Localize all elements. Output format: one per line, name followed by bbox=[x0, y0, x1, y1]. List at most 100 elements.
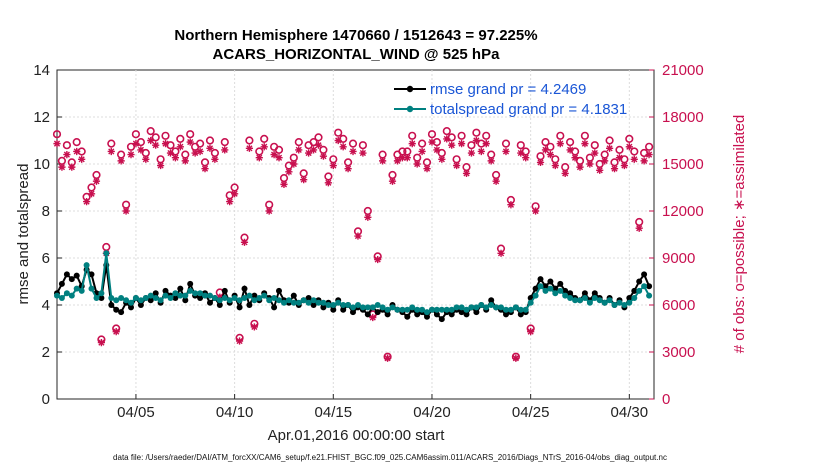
assimilated-point bbox=[196, 147, 204, 156]
rmse-point bbox=[221, 287, 228, 294]
possible-point bbox=[348, 139, 358, 148]
assimilated-point bbox=[630, 155, 638, 163]
totalspread-point bbox=[567, 295, 574, 301]
y-tick-label: 2 bbox=[42, 344, 50, 361]
totalspread-point bbox=[167, 295, 174, 301]
assimilated-point bbox=[551, 161, 559, 170]
rmse-point bbox=[591, 290, 598, 297]
possible-point bbox=[186, 130, 195, 139]
possible-point bbox=[176, 134, 185, 143]
assimilated-point bbox=[388, 177, 397, 185]
assimilated-point bbox=[68, 163, 76, 171]
rmse-point bbox=[517, 311, 524, 318]
y-tick-label: 4 bbox=[42, 297, 50, 314]
assimilated-point bbox=[137, 146, 145, 154]
assimilated-point bbox=[635, 224, 643, 232]
totalspread-point bbox=[379, 304, 386, 311]
assimilated-point bbox=[354, 232, 362, 240]
rmse-point bbox=[562, 287, 569, 294]
assimilated-point bbox=[295, 146, 303, 154]
totalspread-point bbox=[419, 306, 426, 313]
x-tick-label: 04/20 bbox=[413, 404, 451, 421]
rmse-point bbox=[113, 306, 120, 313]
totalspread-point bbox=[404, 306, 411, 313]
assimilated-point bbox=[305, 149, 313, 157]
rmse-point bbox=[384, 311, 391, 318]
totalspread-point bbox=[305, 299, 312, 306]
totalspread-point bbox=[596, 297, 603, 304]
assimilated-point bbox=[63, 151, 71, 159]
totalspread-point bbox=[581, 295, 588, 301]
totalspread-point bbox=[631, 295, 638, 301]
assimilated-point bbox=[497, 249, 505, 257]
totalspread-point bbox=[251, 297, 258, 304]
assimilated-point bbox=[344, 165, 352, 173]
possible-point bbox=[161, 131, 170, 140]
rmse-point bbox=[152, 290, 159, 297]
totalspread-point bbox=[586, 299, 593, 306]
y-tick-label: 12 bbox=[33, 109, 50, 126]
chart-subtitle: ACARS_HORIZONTAL_WIND @ 525 hPa bbox=[213, 46, 501, 63]
totalspread-point bbox=[310, 297, 317, 304]
assimilated-point bbox=[339, 143, 347, 151]
totalspread-point bbox=[409, 304, 416, 311]
assimilated-point bbox=[418, 147, 426, 156]
possible-point bbox=[556, 131, 565, 140]
totalspread-point bbox=[345, 302, 352, 308]
rmse-point bbox=[567, 290, 574, 297]
totalspread-point bbox=[152, 295, 159, 301]
totalspread-point bbox=[414, 306, 421, 313]
assimilated-point bbox=[161, 140, 170, 148]
y2-tick-label: 18000 bbox=[662, 109, 704, 126]
totalspread-point bbox=[503, 306, 509, 313]
series-assimilated bbox=[53, 135, 653, 362]
totalspread-point bbox=[537, 283, 544, 290]
totalspread-point bbox=[394, 306, 401, 313]
totalspread-point bbox=[562, 292, 569, 299]
assimilated-point bbox=[285, 168, 293, 176]
totalspread-point bbox=[192, 290, 199, 297]
rmse-point bbox=[646, 283, 653, 290]
totalspread-point bbox=[572, 297, 579, 304]
assimilated-point bbox=[527, 328, 535, 336]
rmse-point bbox=[340, 306, 347, 313]
possible-point bbox=[516, 141, 525, 150]
rmse-point bbox=[207, 299, 213, 306]
totalspread-point bbox=[221, 295, 228, 301]
totalspread-point bbox=[182, 292, 189, 299]
rmse-point bbox=[458, 309, 465, 316]
rmse-point bbox=[137, 302, 144, 308]
rmse-point bbox=[330, 306, 337, 313]
totalspread-point bbox=[73, 285, 80, 292]
totalspread-point bbox=[68, 292, 75, 299]
rmse-point bbox=[177, 285, 184, 292]
rmse-point bbox=[364, 311, 371, 318]
totalspread-point bbox=[616, 299, 623, 306]
assimilated-point bbox=[605, 144, 614, 152]
assimilated-point bbox=[413, 160, 421, 168]
assimilated-point bbox=[487, 157, 495, 165]
rmse-point bbox=[350, 309, 356, 316]
totalspread-point bbox=[320, 299, 327, 306]
totalspread-point bbox=[281, 299, 287, 306]
assimilated-point bbox=[97, 339, 106, 347]
chart-title: Northern Hemisphere 1470660 / 1512643 = … bbox=[174, 27, 537, 44]
assimilated-point bbox=[507, 201, 515, 209]
assimilated-point bbox=[58, 163, 66, 171]
assimilated-point bbox=[157, 161, 165, 170]
totalspread-point bbox=[577, 297, 583, 304]
totalspread-point bbox=[463, 306, 470, 313]
assimilated-point bbox=[176, 143, 184, 151]
totalspread-point bbox=[261, 292, 268, 299]
assimilated-point bbox=[319, 152, 328, 160]
totalspread-point bbox=[295, 299, 302, 306]
totalspread-point bbox=[63, 290, 70, 297]
assimilated-point bbox=[502, 147, 510, 156]
assimilated-point bbox=[596, 166, 604, 174]
possible-point bbox=[408, 131, 417, 140]
y2-tick-label: 3000 bbox=[662, 344, 695, 361]
y-tick-label: 14 bbox=[33, 62, 50, 79]
possible-point bbox=[590, 141, 599, 150]
rmse-point bbox=[162, 287, 169, 294]
rmse-point bbox=[128, 304, 134, 311]
